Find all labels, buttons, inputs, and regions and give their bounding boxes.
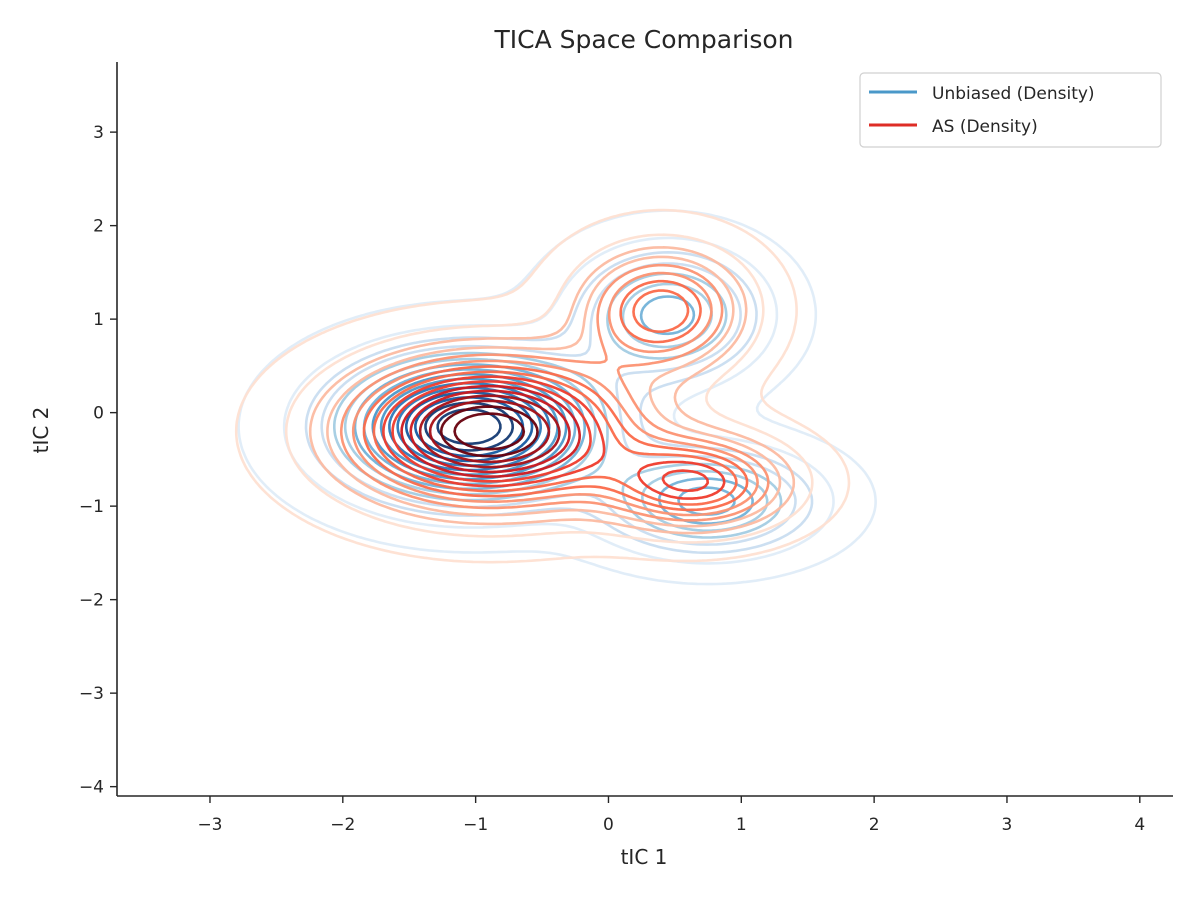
contour-line bbox=[436, 408, 502, 446]
x-tick-label: 2 bbox=[869, 815, 880, 835]
y-tick-label: −3 bbox=[79, 684, 104, 704]
y-tick-label: 1 bbox=[93, 310, 104, 330]
y-tick-label: −2 bbox=[79, 591, 104, 611]
contour-line bbox=[326, 255, 782, 528]
x-tick-label: −1 bbox=[463, 815, 488, 835]
contour-line bbox=[391, 380, 709, 492]
contour-line bbox=[284, 233, 814, 544]
y-tick-label: −4 bbox=[79, 778, 104, 798]
y-tick-label: 0 bbox=[93, 404, 104, 424]
contour-line bbox=[234, 208, 851, 564]
legend: Unbiased (Density) AS (Density) bbox=[859, 72, 1162, 148]
x-tick-label: −2 bbox=[330, 815, 355, 835]
x-axis-label: tIC 1 bbox=[621, 845, 668, 869]
contour-line bbox=[400, 384, 581, 478]
contour-line bbox=[351, 271, 759, 517]
contour-line bbox=[308, 246, 796, 535]
contour-line bbox=[418, 394, 561, 469]
contour-line bbox=[428, 399, 551, 464]
x-tick-label: 0 bbox=[603, 815, 614, 835]
contour-line bbox=[453, 412, 526, 451]
legend-label-as: AS (Density) bbox=[932, 117, 1038, 137]
x-tick-label: −3 bbox=[197, 815, 222, 835]
y-tick-label: 2 bbox=[93, 217, 104, 237]
contour-line bbox=[382, 375, 726, 500]
x-tick-label: 4 bbox=[1134, 815, 1145, 835]
contour-line bbox=[439, 405, 539, 458]
contour-series-0 bbox=[237, 209, 877, 586]
x-tick-label: 3 bbox=[1002, 815, 1013, 835]
contour-line bbox=[372, 289, 738, 506]
legend-label-unbiased: Unbiased (Density) bbox=[932, 84, 1095, 104]
contour-layer bbox=[234, 208, 877, 586]
legend-box bbox=[859, 72, 1162, 148]
contour-series-1 bbox=[234, 208, 851, 564]
x-tick-label: 1 bbox=[736, 815, 747, 835]
chart-title: TICA Space Comparison bbox=[494, 25, 794, 54]
x-ticks: −3 −2 −1 0 1 2 3 4 bbox=[197, 796, 1145, 835]
y-tick-label: −1 bbox=[79, 497, 104, 517]
contour-line bbox=[362, 279, 749, 512]
y-axis-label: tIC 2 bbox=[29, 407, 53, 454]
contour-line bbox=[409, 389, 571, 474]
y-tick-label: 3 bbox=[93, 123, 104, 143]
y-ticks: −4 −3 −2 −1 0 1 2 3 bbox=[79, 123, 117, 798]
contour-line bbox=[339, 263, 770, 522]
contour-line bbox=[237, 209, 877, 586]
